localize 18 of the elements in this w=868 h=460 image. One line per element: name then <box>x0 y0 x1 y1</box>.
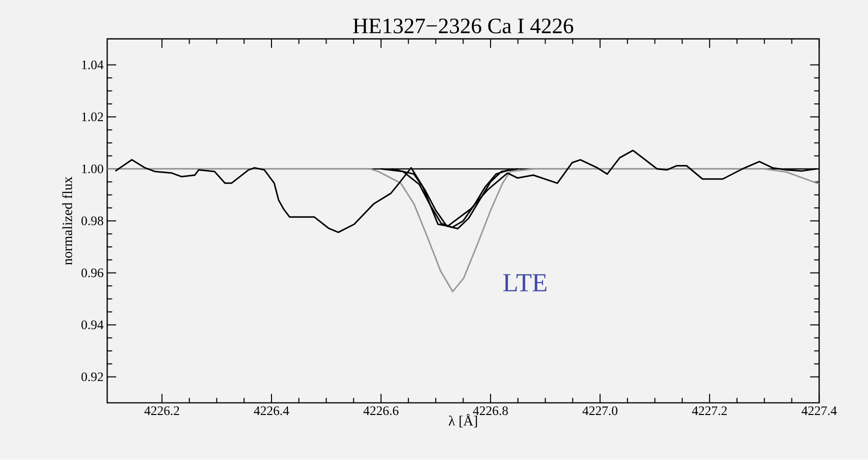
y-axis-title: normalized flux <box>62 176 72 266</box>
x-tick-label: 4227.0 <box>582 406 618 416</box>
y-tick-label: 0.92 <box>81 372 103 382</box>
y-tick-label: 1.00 <box>82 164 104 174</box>
y-tick-label: 0.98 <box>81 216 104 226</box>
annotation: LTE <box>503 274 546 292</box>
y-tick-label: 0.96 <box>81 268 104 278</box>
x-tick-label: 4226.4 <box>254 406 290 416</box>
y-tick-label: 1.02 <box>82 112 103 122</box>
chart-title: HE1327−2326 Ca I 4226 <box>353 18 574 34</box>
x-tick-label: 4226.8 <box>472 406 508 416</box>
x-tick-label: 4227.4 <box>802 406 837 416</box>
x-tick-label: 4226.2 <box>144 406 180 416</box>
x-tick-label: 4226.6 <box>363 406 398 416</box>
y-tick-label: 0.94 <box>81 320 104 330</box>
x-axis-title: λ [Å] <box>448 414 477 428</box>
y-tick-label: 1.04 <box>82 60 104 70</box>
x-tick-label: 4227.2 <box>692 406 727 416</box>
